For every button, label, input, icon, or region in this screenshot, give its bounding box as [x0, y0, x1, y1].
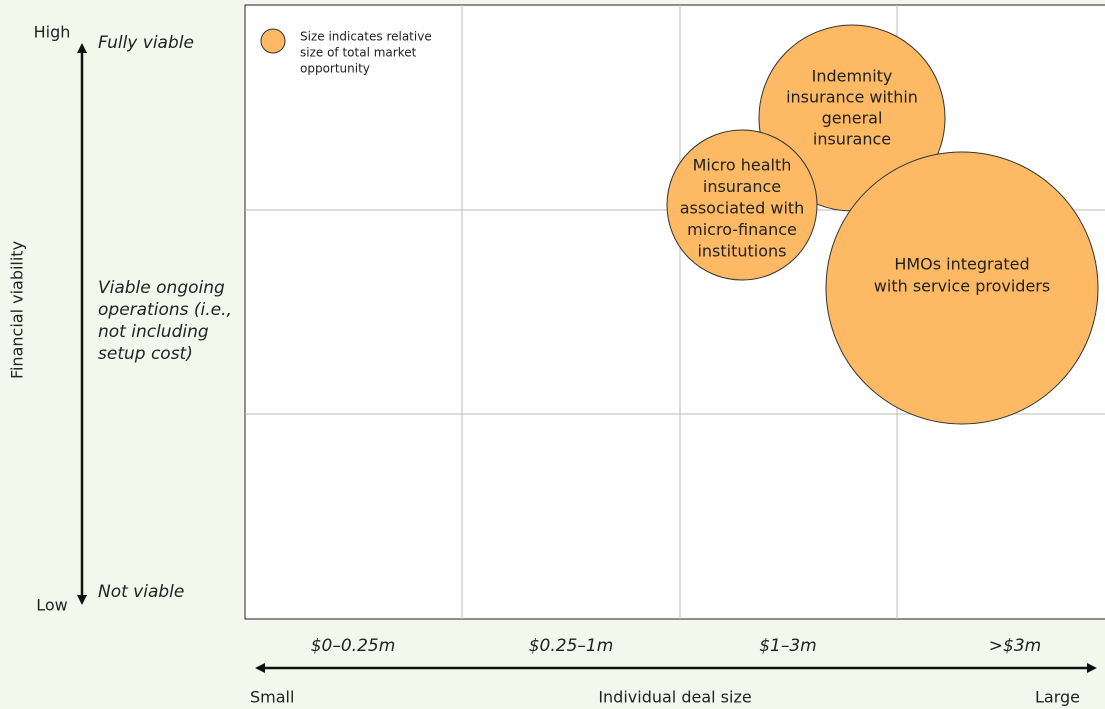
bubble — [666, 129, 818, 281]
y-low: Low — [36, 596, 68, 615]
legend-swatch — [260, 28, 286, 54]
y-middle-label: not including — [98, 322, 209, 342]
x-category: $1–3m — [759, 636, 817, 656]
bubble-label: insurance — [813, 130, 891, 149]
x-category: $0.25–1m — [529, 636, 614, 656]
y-middle-label: setup cost) — [98, 344, 193, 364]
x-category: $0–0.25m — [311, 636, 396, 656]
x-right: Large — [1035, 688, 1080, 707]
bubble-label: insurance — [703, 177, 781, 196]
y-title: Financial viability — [8, 241, 27, 379]
y-top-label: Fully viable — [98, 33, 194, 53]
legend-text: opportunity — [300, 62, 370, 76]
x-left: Small — [250, 688, 294, 707]
bubble-label: with service providers — [874, 277, 1050, 296]
legend-text: size of total market — [300, 46, 417, 60]
bubble-label: associated with — [680, 199, 805, 218]
legend-text: Size indicates relative — [300, 30, 432, 44]
y-middle-label: operations (i.e., — [98, 300, 232, 320]
x-category: >$3m — [989, 636, 1041, 656]
bubble-label: insurance within — [786, 88, 918, 107]
y-bottom-label: Not viable — [98, 582, 184, 602]
bubble — [825, 151, 1099, 425]
y-middle-label: Viable ongoing — [98, 278, 225, 298]
bubble-label: HMOs integrated — [894, 255, 1029, 274]
bubble-label: general — [822, 109, 883, 128]
bubble-label: micro-finance — [687, 220, 797, 239]
bubble-label: institutions — [697, 242, 786, 261]
x-title: Individual deal size — [598, 688, 751, 707]
y-high: High — [34, 23, 71, 42]
bubble-label: Micro health — [693, 156, 792, 175]
bubble-label: Indemnity — [812, 67, 893, 86]
